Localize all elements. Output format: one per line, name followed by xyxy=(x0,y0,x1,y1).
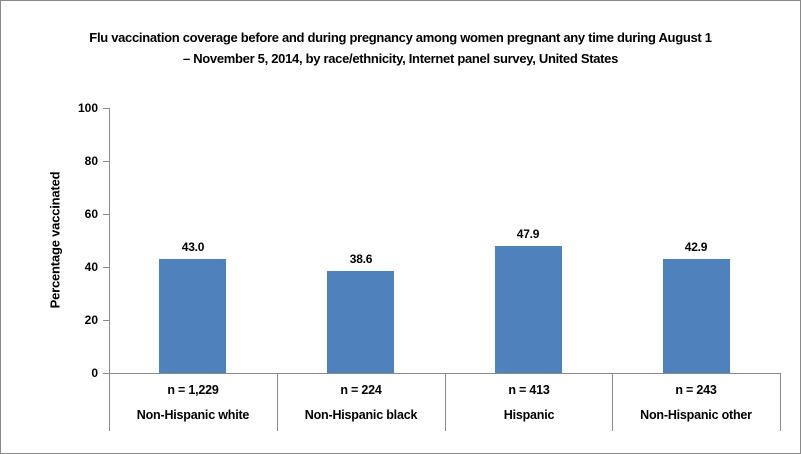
y-tick-label: 40 xyxy=(84,260,98,274)
y-tick-label: 0 xyxy=(91,366,98,380)
y-tick-mark xyxy=(103,373,109,374)
category-label: Hispanic xyxy=(503,408,555,422)
bar-value-label: 47.9 xyxy=(516,227,540,241)
y-tick-mark xyxy=(103,161,109,162)
y-axis-title: Percentage vaccinated xyxy=(47,171,63,309)
category-separator xyxy=(780,374,781,431)
category-label: Non-Hispanic other xyxy=(640,408,752,422)
category-separator xyxy=(277,374,278,431)
chart-title-line1: Flu vaccination coverage before and duri… xyxy=(89,30,712,45)
y-tick-label: 20 xyxy=(84,313,98,327)
y-tick-mark xyxy=(103,214,109,215)
bar-value-label: 38.6 xyxy=(349,252,373,266)
bar-2 xyxy=(327,271,394,373)
bar-4 xyxy=(663,259,730,373)
y-tick-label: 100 xyxy=(77,101,98,115)
category-label: Non-Hispanic black xyxy=(304,408,418,422)
category-sample-size: n = 224 xyxy=(340,383,382,397)
category-label: Non-Hispanic white xyxy=(136,408,250,422)
y-tick-mark xyxy=(103,108,109,109)
bar-value-label: 43.0 xyxy=(181,240,205,254)
bar-3 xyxy=(495,246,562,373)
y-tick-label: 60 xyxy=(84,207,98,221)
bar-1 xyxy=(159,259,226,373)
category-cell: n = 224 Non-Hispanic black xyxy=(277,374,445,432)
y-tick-mark xyxy=(103,320,109,321)
x-axis-line xyxy=(109,373,781,374)
y-tick-label: 80 xyxy=(84,154,98,168)
category-separator xyxy=(612,374,613,431)
chart-title: Flu vaccination coverage before and duri… xyxy=(1,27,800,69)
bar-value-label: 42.9 xyxy=(684,240,708,254)
y-axis-line xyxy=(109,108,110,431)
category-cell: n = 1,229 Non-Hispanic white xyxy=(109,374,277,432)
chart-title-line2: – November 5, 2014, by race/ethnicity, I… xyxy=(182,51,619,66)
category-sample-size: n = 243 xyxy=(675,383,717,397)
category-sample-size: n = 413 xyxy=(508,383,550,397)
category-cell: n = 413 Hispanic xyxy=(445,374,613,432)
y-tick-mark xyxy=(103,267,109,268)
category-separator xyxy=(445,374,446,431)
category-sample-size: n = 1,229 xyxy=(167,383,219,397)
category-cell: n = 243 Non-Hispanic other xyxy=(612,374,780,432)
